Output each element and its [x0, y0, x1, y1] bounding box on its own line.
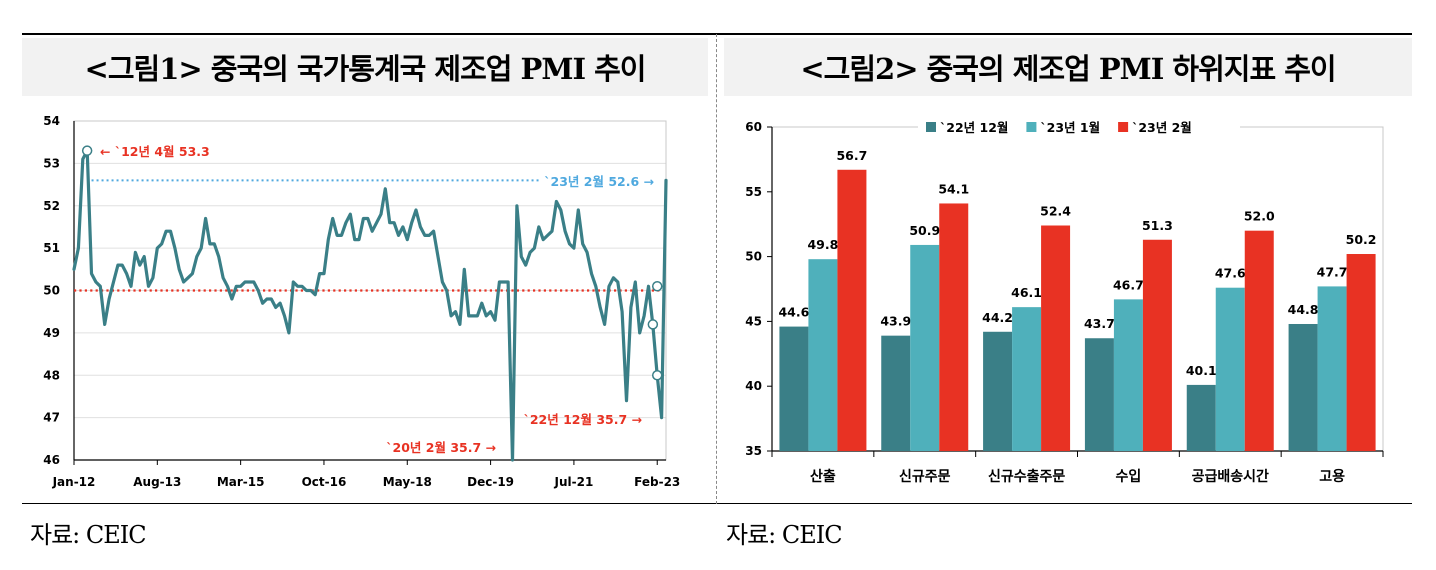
- line-chart-x-tick-label: Jan-12: [52, 475, 96, 489]
- bar-chart-category-label: 고용: [1319, 469, 1345, 485]
- bar-chart-bar: [1186, 384, 1216, 451]
- bar-chart-category-label: 신규주문: [899, 469, 951, 485]
- bar-chart-y-tick-label: 50: [745, 250, 762, 264]
- bar-chart-y-tick-label: 35: [745, 444, 762, 458]
- bar-chart-bar: [1084, 338, 1114, 451]
- line-chart-y-tick-label: 50: [43, 284, 60, 298]
- bar-chart-category-label: 공급배송시간: [1192, 468, 1269, 485]
- marker-2023-february-50-line: [651, 281, 663, 292]
- left-source-note: 자료: CEIC: [30, 521, 147, 549]
- bar-chart-bar: [1346, 254, 1376, 451]
- annotation-2023-february: `23년 2월 52.6 →: [544, 174, 654, 189]
- line-chart-markers: [81, 145, 663, 381]
- bar-chart-x-axis: 산출 신규주문 신규수출주문 수입 공급배송시간 고용: [771, 451, 1384, 485]
- line-chart-x-tick-label: Aug-13: [133, 475, 181, 489]
- bar-chart-data-label: 54.1: [938, 181, 969, 196]
- bar-chart-category-label: 산출: [810, 468, 836, 485]
- line-chart-y-axis: 46 47 48 49 50 51 52 53 54: [43, 114, 666, 467]
- line-chart-x-tick-label: Mar-15: [217, 475, 265, 489]
- bar-chart-bar: [1142, 239, 1172, 451]
- bar-chart-data-label: 40.1: [1186, 363, 1217, 378]
- bar-chart-bar: [1215, 287, 1245, 451]
- right-source-note: 자료: CEIC: [726, 521, 843, 549]
- bar-chart-category-label: 신규수출주문: [988, 468, 1065, 485]
- bar-chart-data-label: 43.7: [1084, 316, 1115, 331]
- bar-chart-legend-label: `22년 12월: [940, 120, 1008, 135]
- panel-divider: [716, 34, 717, 504]
- bar-chart-bar: [779, 326, 809, 451]
- line-chart-y-tick-label: 53: [43, 156, 60, 170]
- bar-chart-bar: [881, 335, 911, 451]
- bar-chart-bar: [837, 169, 867, 451]
- line-chart-y-tick-label: 54: [43, 114, 60, 128]
- bottom-rule: [22, 503, 1412, 504]
- bar-chart-data-label: 47.6: [1215, 266, 1246, 281]
- bar-chart-bars: 44.6 49.8 56.7 43.9 50.9 54.1 44.2 46.1 52.4 43.7…: [778, 148, 1377, 451]
- annotation-2020-february: `20년 2월 35.7 →: [386, 440, 496, 455]
- line-chart-y-tick-label: 48: [43, 368, 60, 382]
- bar-chart-bar: [983, 331, 1013, 451]
- bar-chart-legend-label: `23년 1월: [1040, 120, 1100, 135]
- left-panel-title: <그림1> 중국의 국가통계국 제조업 PMI 추이: [22, 38, 708, 96]
- bar-chart-data-label: 46.7: [1113, 277, 1144, 292]
- top-rule: [22, 33, 1412, 35]
- line-chart-x-tick-label: Feb-23: [634, 475, 680, 489]
- bar-chart-legend: `22년 12월 `23년 1월 `23년 2월: [918, 117, 1240, 137]
- bar-chart-data-label: 44.8: [1288, 302, 1319, 317]
- bar-chart-data-label: 49.8: [807, 237, 838, 252]
- bar-chart-data-label: 44.6: [778, 305, 809, 320]
- bar-chart-y-tick-label: 55: [745, 185, 762, 199]
- bar-chart-bar: [1012, 307, 1042, 451]
- bar-chart-data-label: 50.2: [1346, 232, 1377, 247]
- line-chart-x-axis: Jan-12 Aug-13 Mar-15 Oct-16 May-18 Dec-19 Jul-…: [52, 460, 680, 489]
- bar-chart-bar: [939, 203, 969, 451]
- bar-chart-legend-label: `23년 2월: [1132, 120, 1192, 135]
- bar-chart-bar: [1244, 230, 1274, 451]
- line-chart-x-tick-label: Oct-16: [302, 475, 347, 489]
- line-chart-y-tick-label: 52: [43, 199, 60, 213]
- bar-chart-bar: [1288, 323, 1318, 451]
- line-chart-reference-lines: [74, 179, 666, 292]
- bar-chart-data-label: 56.7: [836, 148, 867, 163]
- bar-chart-legend-swatch: [926, 122, 936, 132]
- line-chart-y-tick-label: 49: [43, 326, 60, 340]
- bar-chart-data-label: 50.9: [909, 223, 940, 238]
- bar-chart-category-label: 수입: [1116, 469, 1142, 485]
- marker-2012-april-peak: [81, 145, 93, 156]
- line-chart-x-tick-label: Dec-19: [467, 475, 514, 489]
- bar-chart-data-label: 46.1: [1011, 285, 1042, 300]
- annotation-2022-december: `22년 12월 35.7 →: [524, 412, 642, 427]
- bar-chart-bar: [808, 259, 838, 451]
- bar-chart-legend-swatch: [1026, 122, 1037, 132]
- bar-chart-data-label: 52.0: [1244, 209, 1275, 224]
- marker-2023-february: [651, 370, 663, 381]
- bar-chart-data-label: 52.4: [1040, 203, 1071, 218]
- bar-chart-bar: [1317, 286, 1347, 451]
- bar-chart-bar: [1113, 299, 1143, 451]
- line-chart-x-tick-label: May-18: [383, 475, 432, 489]
- marker-2023-january-low: [647, 319, 659, 330]
- right-panel-title: <그림2> 중국의 제조업 PMI 하위지표 추이: [724, 38, 1412, 96]
- line-chart-y-tick-label: 46: [43, 453, 60, 467]
- line-chart-y-tick-label: 51: [43, 241, 60, 255]
- annotation-2012-april-peak: ← `12년 4월 53.3: [100, 144, 210, 159]
- bar-chart-y-tick-label: 60: [745, 120, 762, 134]
- bar-chart-y-tick-label: 40: [745, 379, 762, 393]
- bar-chart-bar: [910, 244, 940, 451]
- bar-chart-data-label: 47.7: [1317, 264, 1348, 279]
- bar-chart-legend-background: [918, 117, 1240, 137]
- bar-chart-data-label: 44.2: [982, 310, 1013, 325]
- bar-chart-data-label: 51.3: [1142, 218, 1173, 233]
- line-chart-x-tick-label: Jul-21: [554, 475, 594, 489]
- line-chart-y-tick-label: 47: [43, 411, 60, 425]
- bar-chart-y-tick-label: 45: [745, 314, 762, 328]
- line-chart-series-line: [72, 149, 668, 462]
- bar-chart-bar: [1041, 225, 1071, 451]
- bar-chart-legend-swatch: [1118, 122, 1129, 132]
- bar-chart-data-label: 43.9: [880, 314, 911, 329]
